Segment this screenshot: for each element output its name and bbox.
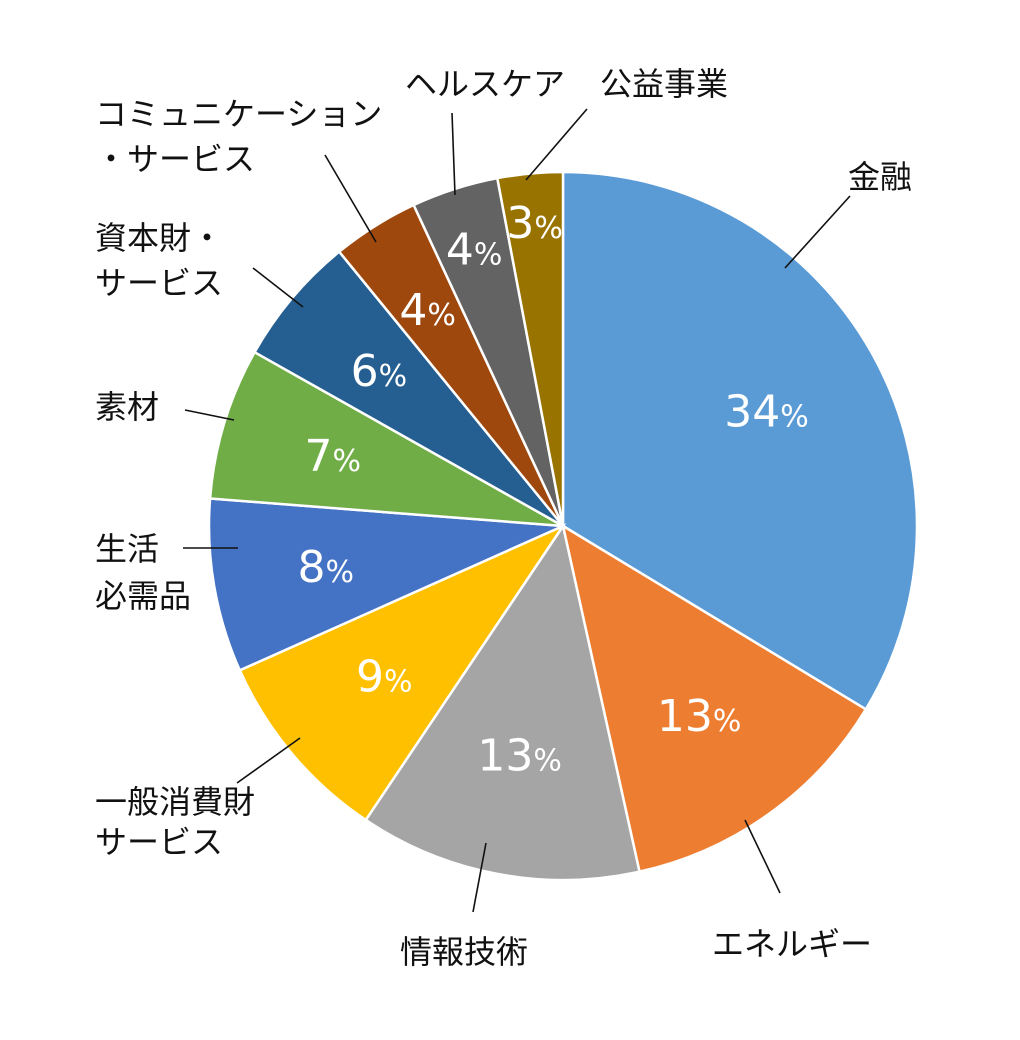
percent-labels: 34%13%13%9%8%7%6%4%4%3%	[298, 198, 809, 782]
leader-line	[252, 267, 304, 308]
leader-lines	[183, 108, 851, 913]
pie-slice	[207, 497, 564, 672]
category-label: 資本財・サービス	[95, 219, 223, 302]
category-label: 情報技術	[400, 933, 528, 971]
category-label: ヘルスケア	[405, 65, 565, 103]
pie-slice	[561, 170, 919, 712]
category-label: エネルギー	[712, 925, 872, 963]
percent-label: 9%	[356, 651, 413, 702]
percent-label: 6%	[351, 346, 408, 397]
category-label: コミュニケーション・サービス	[95, 95, 382, 178]
percent-label: 13%	[657, 691, 742, 742]
leader-line	[236, 737, 301, 784]
category-label: 素材	[95, 388, 159, 426]
percent-label: 7%	[304, 431, 361, 482]
pie-slice	[364, 522, 641, 882]
percent-label: 4%	[446, 225, 503, 276]
category-label: 金融	[848, 158, 912, 196]
leader-line	[184, 409, 235, 421]
leader-line	[525, 108, 588, 181]
category-label: 生活必需品	[95, 530, 191, 615]
leader-line	[451, 112, 456, 196]
pie-slice	[561, 523, 868, 874]
percent-label: 4%	[399, 285, 456, 336]
percent-label: 34%	[724, 386, 809, 437]
pie-slice	[238, 523, 567, 822]
percent-label: 13%	[477, 731, 562, 782]
category-label: 一般消費財サービス	[95, 783, 255, 861]
leader-line	[744, 819, 781, 894]
percent-label: 8%	[298, 542, 355, 593]
leader-line	[472, 842, 487, 913]
leader-line	[324, 154, 377, 243]
pie-slices	[207, 170, 919, 882]
percent-label: 3%	[506, 198, 563, 249]
category-label: 公益事業	[600, 65, 728, 103]
pie-slice	[495, 170, 565, 527]
leader-line	[784, 195, 851, 269]
pie-slice	[208, 350, 564, 528]
